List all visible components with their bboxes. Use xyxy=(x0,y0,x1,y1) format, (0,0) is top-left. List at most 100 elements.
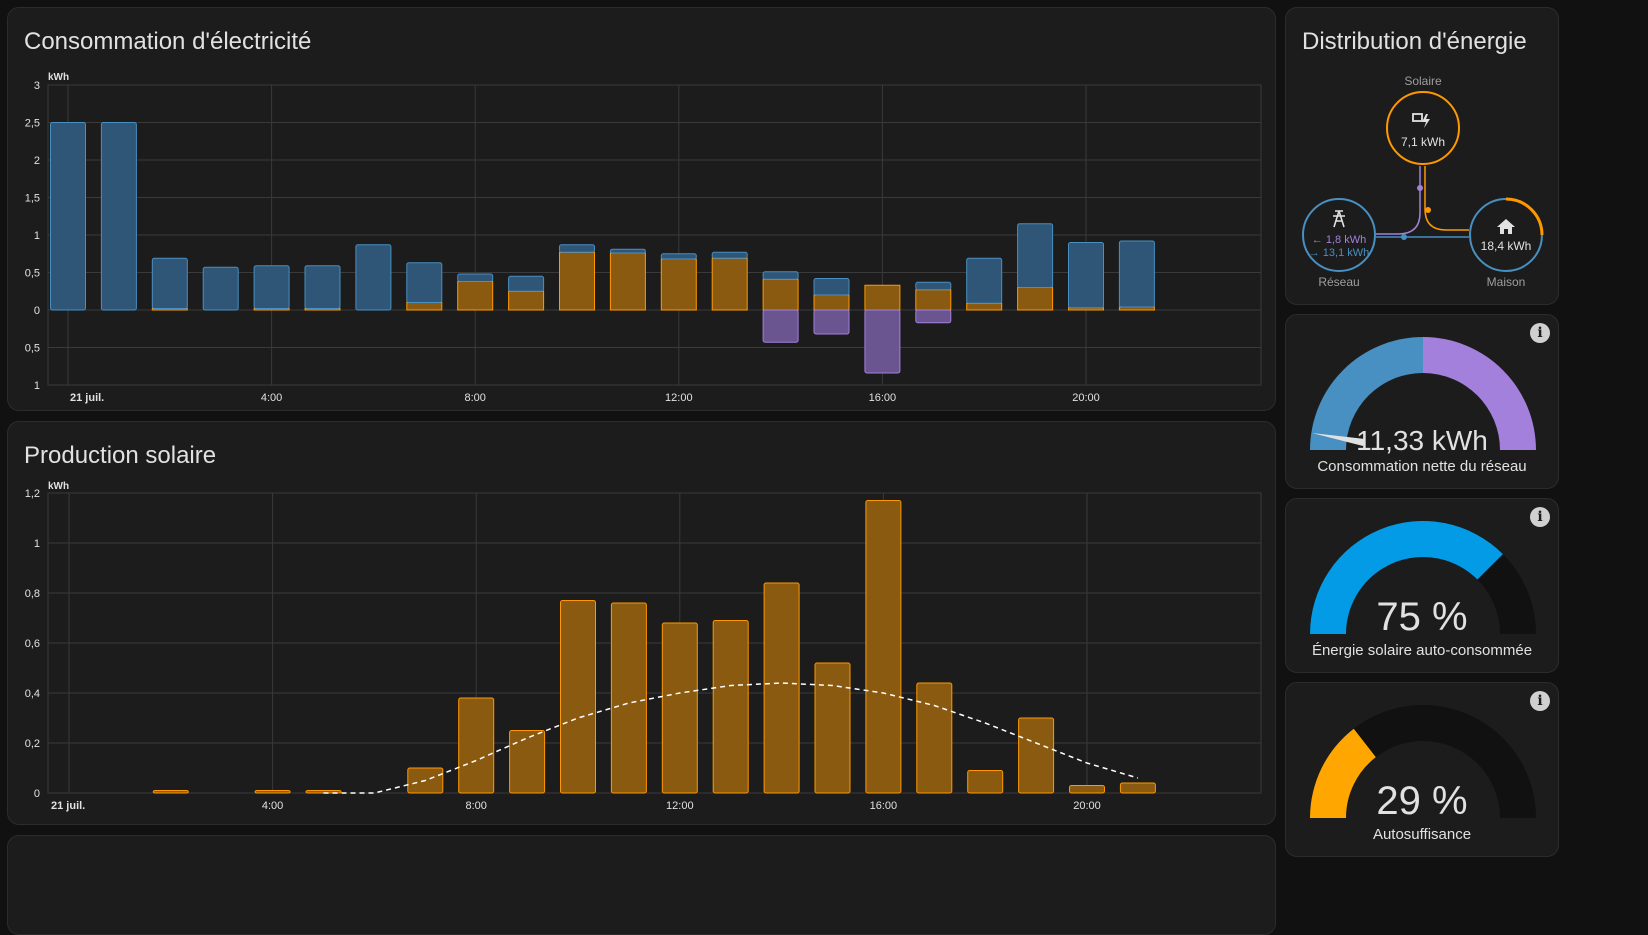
solar-panel-icon xyxy=(1412,113,1430,128)
x-tick-label: 21 juil. xyxy=(51,800,85,812)
y-tick-label: 0 xyxy=(34,788,40,800)
bar-solar xyxy=(560,600,596,794)
solar-chart[interactable]: 1,2 1 0,8 0,6 0,4 0,2 0 21 juil. 4:00 8:00 12:00 16… xyxy=(8,477,1268,822)
grid-node-in: → 13,1 kWh xyxy=(1309,247,1370,259)
flow-solar-grid xyxy=(1376,166,1421,235)
x-tick-label: 21 juil. xyxy=(70,392,104,404)
bar-solar xyxy=(509,730,546,794)
bar-solar xyxy=(763,582,800,794)
y-tick-label: 0,5 xyxy=(25,343,40,355)
flow-solar-home xyxy=(1424,166,1469,231)
x-tick-label: 16:00 xyxy=(869,392,897,404)
bar-solar xyxy=(762,278,799,311)
bar-solar xyxy=(254,790,291,794)
bar-solar xyxy=(916,682,953,794)
y-tick-label: 0,4 xyxy=(25,688,40,700)
gauge-auto-value: 29 % xyxy=(1376,779,1468,823)
solar-card: Production solaire 1,2 1 0,8 0,6 0,4 0,2 0 21 j… xyxy=(7,421,1276,825)
y-tick-label: 1 xyxy=(34,380,40,392)
x-tick-label: 20:00 xyxy=(1072,392,1100,404)
bar-grid xyxy=(304,265,341,309)
bar-solar xyxy=(814,662,851,794)
bar-grid xyxy=(915,281,952,291)
bar-solar xyxy=(1017,287,1054,311)
bar-solar xyxy=(559,251,595,311)
bar-return xyxy=(813,309,850,335)
x-tick-label: 20:00 xyxy=(1073,800,1101,812)
y-tick-label: 1 xyxy=(34,230,40,242)
bar-solar xyxy=(610,602,647,794)
bar-solar xyxy=(864,284,901,311)
bar-grid xyxy=(457,273,494,282)
consumption-chart[interactable]: 3 2,5 2 1,5 1 0,5 0 0,5 1 21 juil. 4:00 8:00 12:00 16… xyxy=(8,63,1268,408)
bar-solar xyxy=(711,257,748,311)
bar-grid xyxy=(508,275,545,292)
y-tick-label: 2 xyxy=(34,155,40,167)
y-tick-label: 0,2 xyxy=(25,738,40,750)
bar-solar xyxy=(458,697,495,794)
distribution-diagram: Solaire 7,1 kWh ← 1,8 kWh → 13,1 kWh Rés… xyxy=(1302,74,1544,289)
gauge-self-label: Énergie solaire auto-consommée xyxy=(1311,642,1533,659)
bar-solar xyxy=(609,252,646,311)
plot-border xyxy=(47,492,1262,794)
flow-dot-purple xyxy=(1417,185,1423,191)
x-tick-label: 4:00 xyxy=(261,392,282,404)
bar-solar xyxy=(1018,717,1055,794)
info-icon[interactable]: i xyxy=(1530,507,1550,527)
plot-border xyxy=(47,84,1262,386)
grid-node xyxy=(1302,198,1376,272)
solar-node-label: Solaire xyxy=(1404,74,1442,88)
info-icon[interactable]: i xyxy=(1530,691,1550,711)
bar-grid xyxy=(253,265,290,309)
consumption-unit: kWh xyxy=(48,72,69,83)
y-tick-label: 0,6 xyxy=(25,638,40,650)
bar-grid xyxy=(559,244,595,253)
bar-grid xyxy=(202,266,239,311)
bar-grid xyxy=(50,122,86,311)
distribution-title: Distribution d'énergie xyxy=(1302,28,1527,55)
bar-solar xyxy=(915,289,952,311)
gauge-auto xyxy=(1310,705,1536,818)
y-tick-label: 3 xyxy=(34,80,40,92)
bar-grid xyxy=(711,251,748,259)
bar-return xyxy=(864,309,901,374)
bar-solar xyxy=(712,620,749,794)
gauge-needle xyxy=(1312,433,1365,446)
gauge-self xyxy=(1310,521,1536,634)
x-tick-label: 12:00 xyxy=(665,392,693,404)
solar-unit: kWh xyxy=(48,481,69,492)
y-tick-label: 1 xyxy=(34,538,40,550)
bar-solar xyxy=(457,281,494,311)
gauge-auto-card: i 29 % Autosuffisance xyxy=(1285,682,1559,857)
bar-solar xyxy=(966,302,1003,311)
bar-solar xyxy=(406,302,443,311)
bar-solar xyxy=(967,770,1004,794)
gauge-auto-label: Autosuffisance xyxy=(1372,826,1472,843)
bar-grid xyxy=(1068,242,1104,309)
y-tick-label: 2,5 xyxy=(25,118,40,130)
transmission-tower-icon xyxy=(1333,210,1345,228)
bar-solar xyxy=(865,500,902,794)
bar-grid xyxy=(609,248,646,254)
bar-solar xyxy=(813,294,850,311)
gauge-self-card: i 75 % Énergie solaire auto-consommée xyxy=(1285,498,1559,673)
bar-grid xyxy=(660,253,697,260)
bar-grid xyxy=(100,122,137,311)
gauge-net-card: i 11,33 kWh Consommation nette du réseau xyxy=(1285,314,1559,489)
bar-solar xyxy=(1119,782,1156,794)
bar-return xyxy=(915,309,952,324)
bar-solar xyxy=(152,790,189,794)
x-tick-label: 4:00 xyxy=(262,800,283,812)
gauge-net-value: 11,33 kWh xyxy=(1356,425,1488,456)
consumption-title: Consommation d'électricité xyxy=(24,28,312,55)
distribution-card: Distribution d'énergie Solaire 7,1 kWh ←… xyxy=(1285,7,1559,305)
consumption-card: Consommation d'électricité 3 2,5 2 1,5 1 0,5 0… xyxy=(7,7,1276,411)
solar-title: Production solaire xyxy=(24,442,217,469)
gauge-net xyxy=(1310,337,1536,450)
bar-grid xyxy=(1017,223,1054,288)
y-tick-label: 1,2 xyxy=(25,488,40,500)
bar-solar xyxy=(660,258,697,311)
solar-node-value: 7,1 kWh xyxy=(1401,135,1445,149)
info-icon[interactable]: i xyxy=(1530,323,1550,343)
x-tick-label: 12:00 xyxy=(666,800,694,812)
